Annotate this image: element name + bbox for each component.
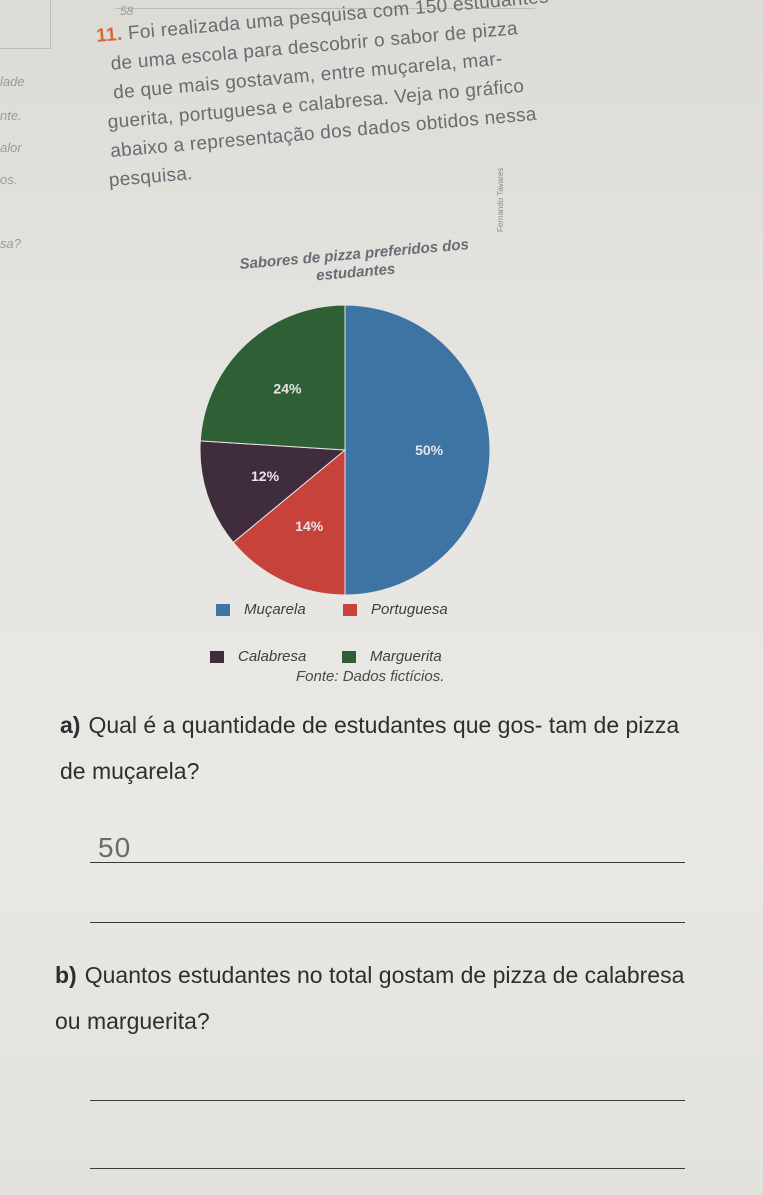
answer-line[interactable] [90,862,685,863]
legend-swatch [342,650,356,663]
pie-label: 12% [251,468,280,484]
page-corner-text: 58 [120,4,134,18]
item-b: b) Quantos estudantes no total gostam de … [55,952,705,1044]
item-a: a) Qual é a quantidade de estudantes que … [60,702,700,794]
top-rule [115,8,535,9]
chart-title: Sabores de pizza preferidos dos estudant… [238,236,470,285]
legend-swatch [216,603,230,616]
item-a-answer[interactable]: 50 [98,832,132,863]
legend-label: Marguerita [370,648,442,665]
pie-slice-calabresa [199,440,347,544]
legend-item-mucarela: Muçarela [216,601,306,618]
legend-item-portuguesa: Portuguesa [343,601,448,618]
pie-slice-muarela [344,304,491,596]
margin-fragment: alor [0,140,22,155]
item-b-label: b) [55,962,77,988]
pie-label: 50% [415,442,444,458]
corner-box [0,0,51,49]
answer-line[interactable] [90,1168,685,1169]
legend-label: Portuguesa [371,601,448,618]
pie-label: 24% [273,381,302,397]
legend-item-calabresa: Calabresa [210,648,306,665]
margin-fragment: sa? [0,236,21,251]
margin-fragment: os. [0,172,18,187]
legend-label: Muçarela [244,601,306,618]
answer-line[interactable] [90,1100,685,1101]
legend-swatch [343,603,357,616]
item-b-text: Quantos estudantes no total gostam de pi… [55,962,685,1034]
chart-source: Fonte: Dados fictícios. [296,668,445,685]
pie-label: 14% [295,518,324,534]
legend-label: Calabresa [238,648,307,665]
pie-chart: 50% 14% 12% 24% [199,304,491,596]
pie-slice-marguerita [199,304,346,451]
margin-fragment: lade [0,74,25,89]
legend-item-marguerita: Marguerita [342,648,442,665]
pie-slice-portuguesa [232,448,346,596]
question-number: 11. [95,23,124,47]
legend-swatch [210,650,224,663]
answer-line[interactable] [90,922,685,923]
side-credit: Fernando Tavares [496,167,505,232]
item-a-label: a) [60,712,81,738]
question-text: 11. Foi realizada uma pesquisa com 150 e… [95,0,688,195]
item-a-text: Qual é a quantidade de estudantes que go… [60,712,680,784]
margin-fragment: nte. [0,108,22,123]
